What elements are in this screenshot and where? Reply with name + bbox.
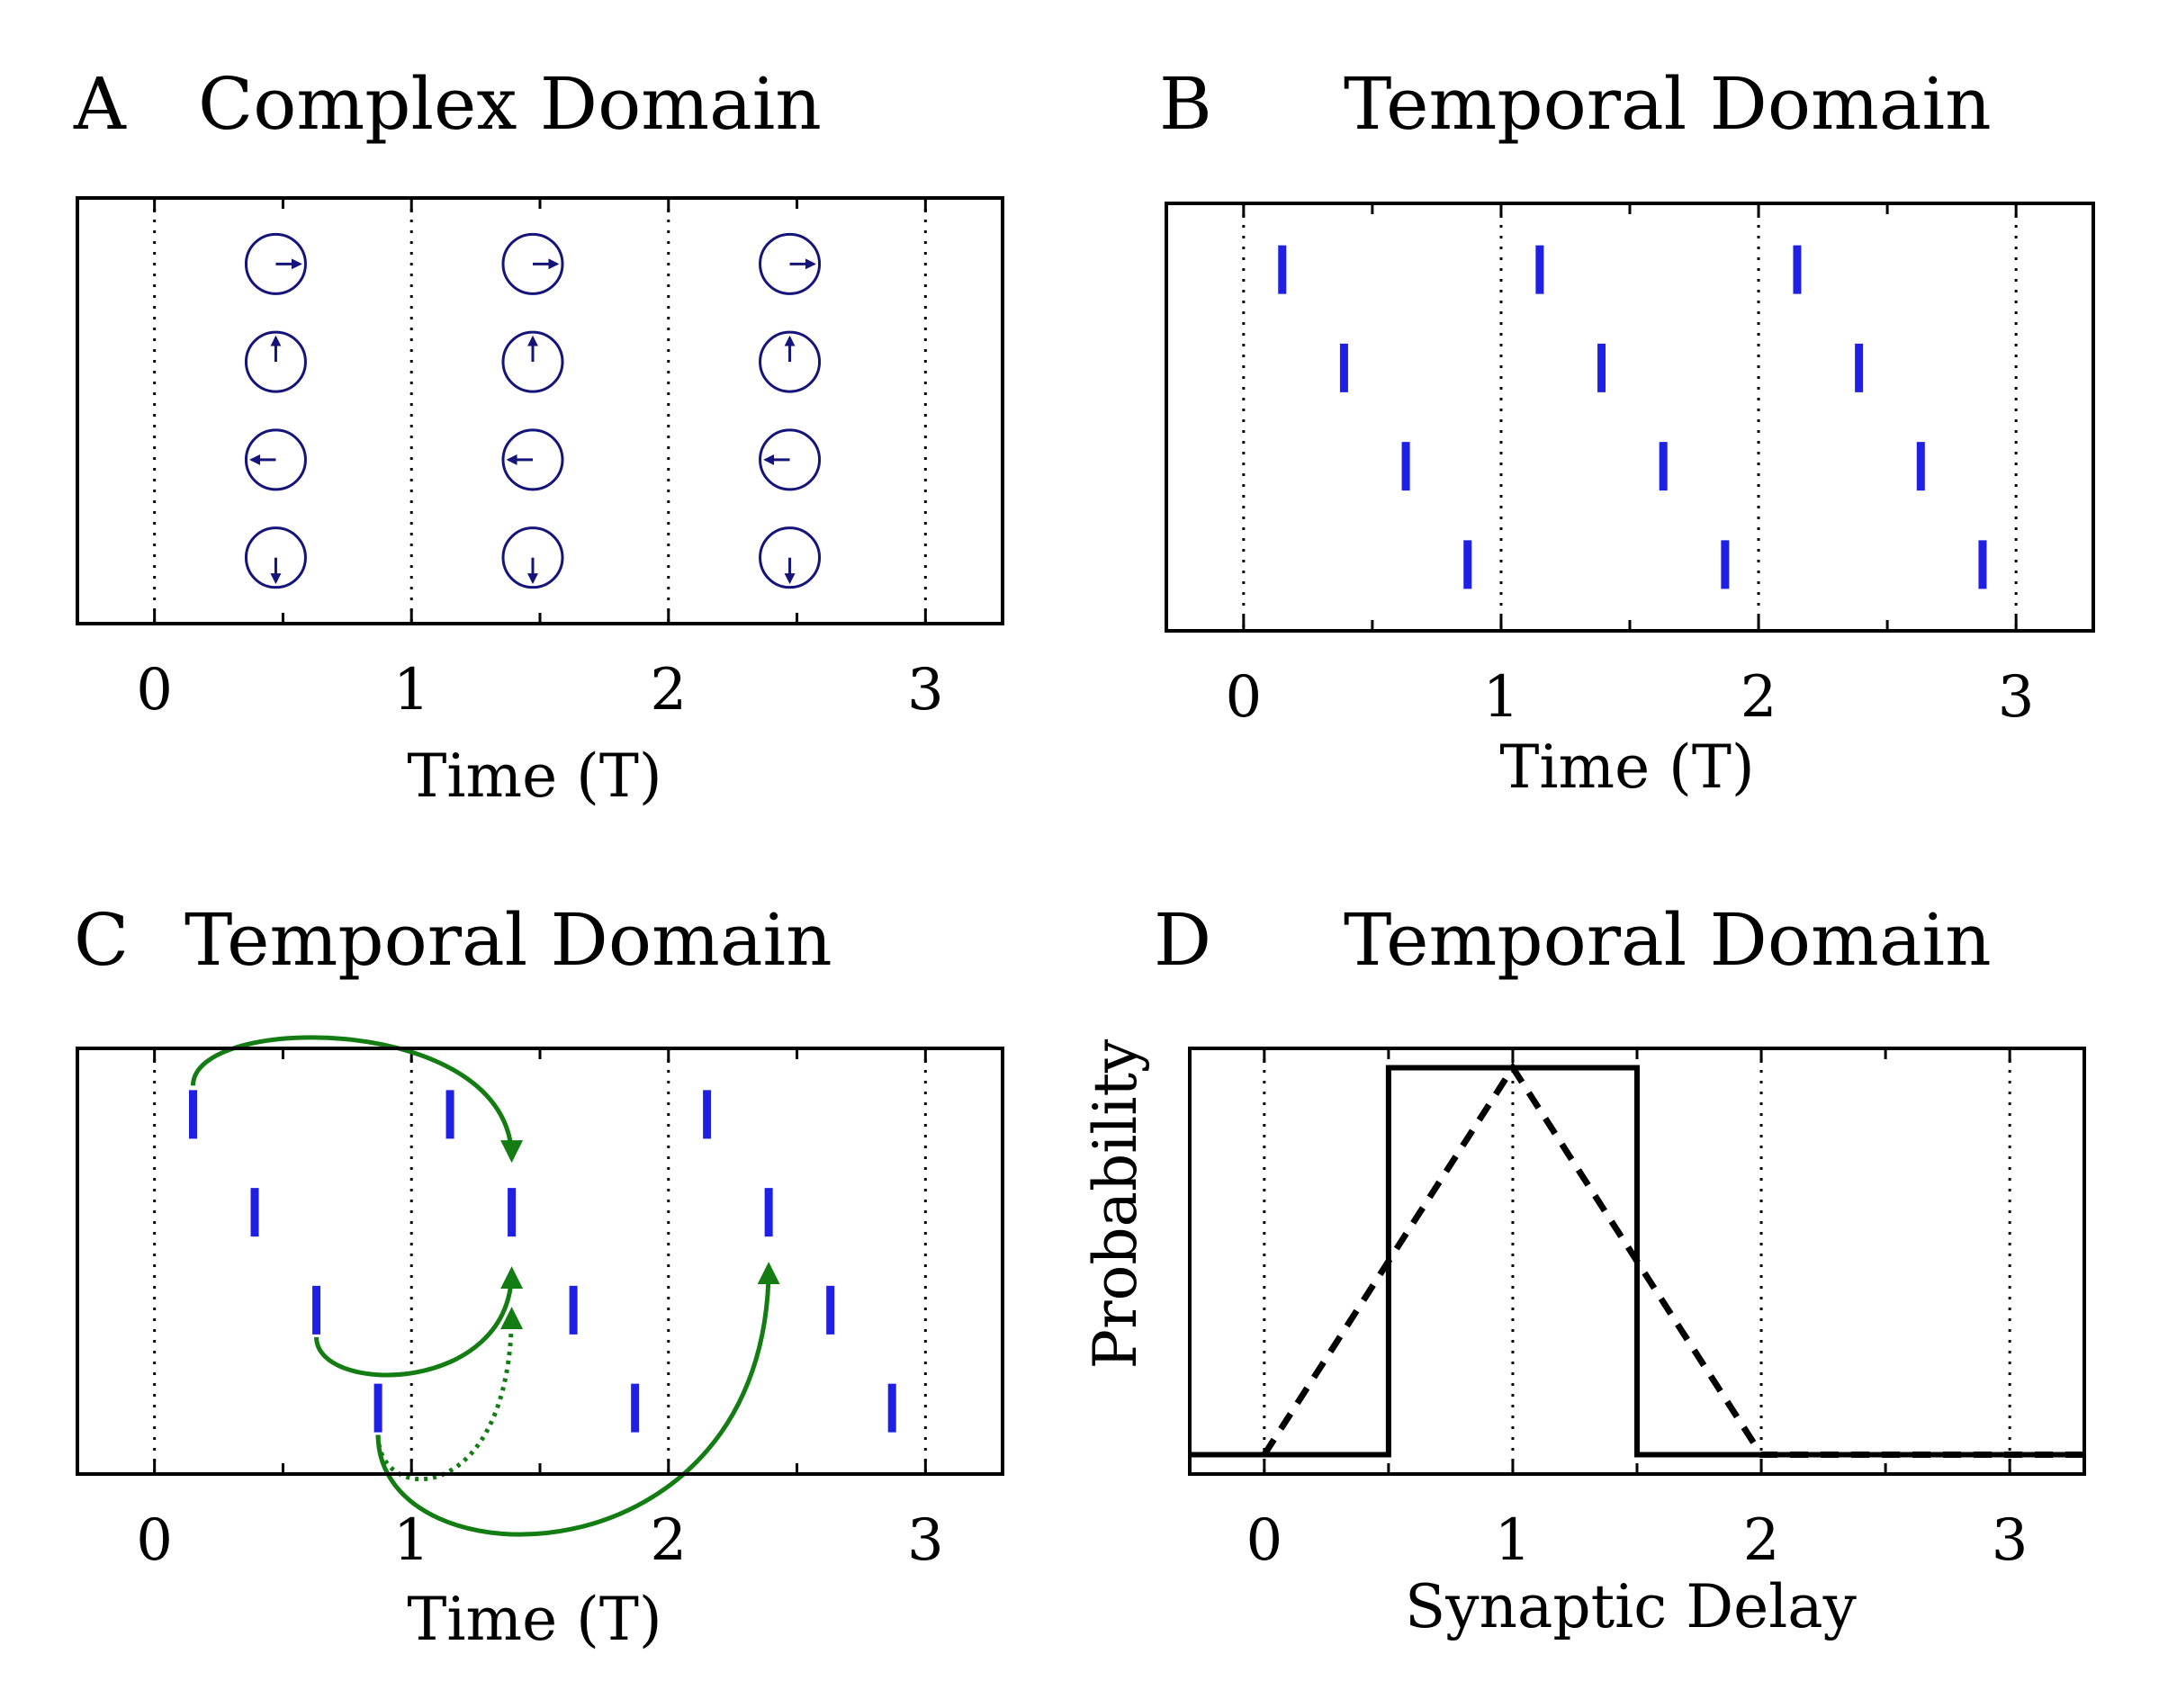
panel-d-ylabel: Probability bbox=[1081, 1038, 1150, 1369]
phasor-circle bbox=[244, 330, 307, 393]
phasor-circle bbox=[759, 232, 822, 295]
phasor-circle bbox=[244, 526, 307, 589]
connection-arrow bbox=[191, 1035, 524, 1164]
panel-b-xtick-label-1: 1 bbox=[1483, 664, 1520, 731]
panel-c: C Temporal Domain 0 1 2 3 Time (T) bbox=[74, 898, 1004, 1654]
panel-b-plot: 0 1 2 3 bbox=[1165, 202, 2095, 731]
panel-d-plot: 0 1 2 3 bbox=[1188, 1047, 2086, 1574]
panel-b-xtick-label-2: 2 bbox=[1741, 664, 1777, 731]
panel-d-xtick-label-3: 3 bbox=[1992, 1507, 2029, 1574]
panel-d-title: Temporal Domain bbox=[1344, 898, 1992, 982]
phasor-circle bbox=[501, 526, 564, 589]
panel-a-plot: 0 1 2 3 bbox=[76, 196, 1004, 724]
phasor-circle bbox=[244, 428, 307, 491]
panel-c-title: Temporal Domain bbox=[184, 898, 832, 982]
panel-a-xtick-label-3: 3 bbox=[907, 657, 944, 724]
panel-a-xlabel: Time (T) bbox=[407, 742, 661, 811]
panel-c-frame bbox=[76, 1047, 1004, 1476]
panel-b-frame bbox=[1165, 202, 2095, 633]
panel-a-title: Complex Domain bbox=[198, 62, 822, 146]
panel-b-xlabel: Time (T) bbox=[1499, 733, 1754, 802]
panel-d-letter: D bbox=[1154, 898, 1211, 982]
panel-c-letter: C bbox=[74, 898, 129, 982]
panel-a: A Complex Domain 0 1 2 3 Time (T) bbox=[73, 62, 1004, 811]
panel-a-xtick-label-1: 1 bbox=[393, 657, 430, 724]
connection-arrow bbox=[314, 1266, 524, 1378]
panel-b: B Temporal Domain 0 1 2 3 Time (T) bbox=[1159, 62, 2095, 802]
connection-arrow bbox=[375, 1262, 780, 1537]
phasor-circle bbox=[244, 232, 307, 295]
panel-b-title: Temporal Domain bbox=[1344, 62, 1992, 146]
panel-b-xtick-label-0: 0 bbox=[1225, 664, 1262, 731]
panel-b-letter: B bbox=[1159, 62, 1212, 146]
panel-b-xtick-label-3: 3 bbox=[1998, 664, 2035, 731]
panel-c-xtick-label-1: 1 bbox=[393, 1507, 430, 1574]
phasor-circle bbox=[759, 526, 822, 589]
panel-d-frame bbox=[1188, 1047, 2086, 1476]
phasor-circle bbox=[501, 428, 564, 491]
panel-c-xtick-label-3: 3 bbox=[907, 1507, 944, 1574]
probability-curve-dashed bbox=[1261, 1062, 2084, 1458]
panel-d-xlabel: Synaptic Delay bbox=[1405, 1572, 1858, 1641]
panel-c-xtick-label-0: 0 bbox=[136, 1507, 173, 1574]
phasor-circle bbox=[501, 232, 564, 295]
panel-d-xtick-label-1: 1 bbox=[1495, 1507, 1532, 1574]
panel-d: D Temporal Domain 0 1 2 3 Synaptic Delay Pr… bbox=[1081, 898, 2086, 1641]
panel-c-xtick-label-2: 2 bbox=[650, 1507, 687, 1574]
connection-arrow bbox=[375, 1307, 524, 1482]
panel-a-xtick-label-0: 0 bbox=[136, 657, 173, 724]
phasor-circle bbox=[759, 330, 822, 393]
panel-c-xlabel: Time (T) bbox=[407, 1585, 661, 1654]
phasor-circle bbox=[759, 428, 822, 491]
panel-a-frame bbox=[76, 196, 1004, 625]
phasor-circle bbox=[501, 330, 564, 393]
panel-d-xtick-label-2: 2 bbox=[1743, 1507, 1780, 1574]
panel-a-letter: A bbox=[73, 62, 127, 146]
panel-a-xtick-label-2: 2 bbox=[650, 657, 687, 724]
panel-c-plot: 0 1 2 3 bbox=[76, 1035, 1004, 1574]
panel-d-xtick-label-0: 0 bbox=[1246, 1507, 1282, 1574]
